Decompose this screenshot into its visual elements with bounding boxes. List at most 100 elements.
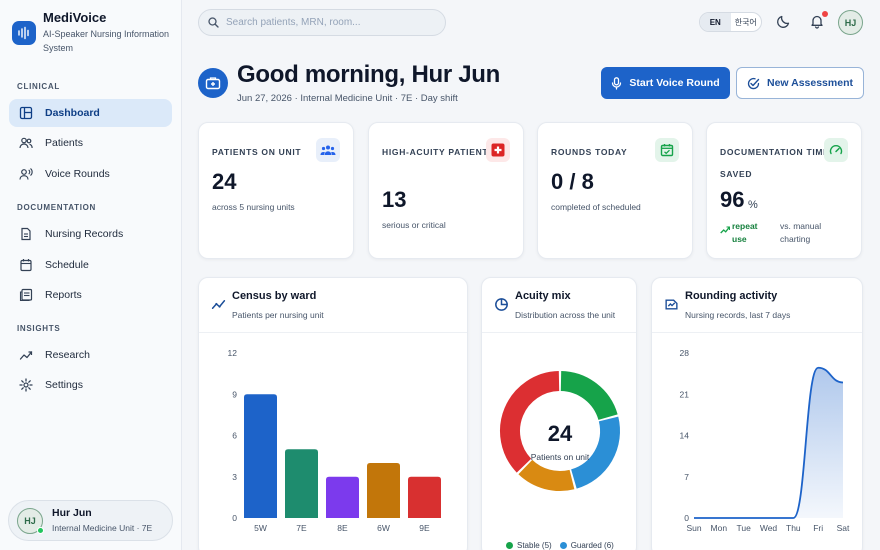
- stat-note: vs. manual charting: [780, 221, 822, 244]
- new-assessment-button[interactable]: New Assessment: [736, 67, 864, 99]
- donut-slice: [500, 371, 560, 473]
- donut-slice: [570, 416, 620, 489]
- panel-subtitle: Nursing records, last 7 days: [685, 310, 791, 320]
- y-tick-label: 0: [684, 513, 689, 523]
- y-tick-label: 14: [680, 431, 690, 441]
- stat-card-documentation-time: DOCUMENTATION TIME SAVED 96 % repeat use…: [706, 122, 862, 259]
- sidebar-item-label: Dashboard: [45, 107, 100, 119]
- search-input[interactable]: [226, 17, 426, 28]
- online-status-dot: [37, 526, 44, 534]
- x-tick-label: Thu: [786, 523, 801, 533]
- start-voice-round-label: Start Voice Round: [629, 77, 720, 89]
- patients-icon: [19, 137, 33, 149]
- panel-header: Rounding activity Nursing records, last …: [652, 278, 862, 333]
- sidebar: MediVoice AI-Speaker Nursing Information…: [0, 0, 182, 550]
- census-panel: Census by ward Patients per nursing unit…: [198, 277, 468, 550]
- x-tick-label: 6W: [377, 523, 390, 533]
- calendar-icon: [20, 259, 32, 272]
- avatar: HJ: [17, 507, 44, 534]
- sidebar-item-reports[interactable]: Reports: [9, 281, 172, 309]
- x-tick-label: Sun: [686, 523, 701, 533]
- donut-slice: [518, 459, 575, 491]
- search-bar[interactable]: [198, 9, 446, 36]
- rounding-panel: Rounding activity Nursing records, last …: [651, 277, 863, 550]
- bell-icon[interactable]: [809, 13, 825, 29]
- gear-icon: [19, 378, 33, 392]
- bar: [408, 476, 441, 518]
- y-tick-label: 6: [232, 431, 237, 441]
- panel-header: Census by ward Patients per nursing unit: [199, 278, 467, 333]
- x-tick-label: 5W: [254, 523, 267, 533]
- user-profile-card[interactable]: HJ Hur Jun Internal Medicine Unit · 7E: [8, 500, 173, 541]
- document-icon: [21, 227, 31, 241]
- y-tick-label: 7: [684, 472, 689, 482]
- language-ko[interactable]: 한국어: [734, 17, 757, 27]
- stat-unit: %: [748, 199, 758, 211]
- medical-cross-icon: [486, 138, 510, 162]
- trend-icon: [211, 300, 226, 309]
- sidebar-item-label: Research: [45, 349, 90, 361]
- moon-icon[interactable]: [776, 13, 792, 29]
- stat-card-high-acuity: HIGH-ACUITY PATIENTS 13 serious or criti…: [368, 122, 524, 259]
- section-title-clinical: CLINICAL: [17, 82, 60, 91]
- donut-center-label: Patients on unit: [530, 452, 590, 462]
- avatar-initials: HJ: [24, 515, 36, 526]
- stat-label: ROUNDS TODAY: [551, 147, 628, 157]
- stat-card-rounds-today: ROUNDS TODAY 0 / 8 completed of schedule…: [537, 122, 693, 259]
- x-tick-label: Wed: [760, 523, 778, 533]
- speedometer-icon: [824, 138, 848, 162]
- sidebar-item-nursing-records[interactable]: Nursing Records: [9, 220, 172, 248]
- sidebar-item-settings[interactable]: Settings: [9, 371, 172, 399]
- user-unit: Internal Medicine Unit · 7E: [52, 523, 153, 533]
- sidebar-item-patients[interactable]: Patients: [9, 129, 172, 157]
- stat-value: 96: [720, 187, 745, 212]
- search-icon: [208, 17, 219, 28]
- acuity-donut-chart: [500, 371, 620, 491]
- acuity-panel: Acuity mix Distribution across the unit …: [481, 277, 637, 550]
- y-tick-label: 21: [680, 389, 690, 399]
- app-name: MediVoice: [43, 10, 107, 25]
- stat-note: serious or critical: [382, 220, 446, 230]
- x-tick-label: 7E: [296, 523, 307, 533]
- microphone-icon: [612, 76, 622, 90]
- medical-bag-icon: [198, 68, 228, 98]
- sidebar-item-schedule[interactable]: Schedule: [9, 251, 172, 279]
- sidebar-item-label: Reports: [45, 289, 82, 301]
- bar: [244, 394, 277, 518]
- notification-dot: [822, 11, 828, 17]
- voice-rounds-icon: [19, 168, 33, 180]
- rounding-area-chart: 0 7 14 21 28 Sun Mon Tue Wed Thu Fri Sat: [680, 348, 850, 533]
- x-tick-label: Tue: [736, 523, 751, 533]
- start-voice-round-button[interactable]: Start Voice Round: [601, 67, 730, 99]
- panel-subtitle: Patients per nursing unit: [232, 310, 324, 320]
- language-en[interactable]: EN: [700, 13, 731, 31]
- sidebar-item-voice-rounds[interactable]: Voice Rounds: [9, 160, 172, 188]
- sidebar-item-research[interactable]: Research: [9, 341, 172, 369]
- legend-item: Guarded (6): [559, 541, 614, 550]
- section-title-documentation: DOCUMENTATION: [17, 203, 97, 212]
- activity-icon: [665, 299, 678, 310]
- checklist-icon: [747, 77, 760, 89]
- trend-up-icon: [720, 226, 730, 234]
- series-line: [693, 366, 844, 519]
- x-tick-label: Mon: [711, 523, 728, 533]
- user-name: Hur Jun: [52, 507, 92, 519]
- stat-note: across 5 nursing units: [212, 202, 295, 212]
- sidebar-item-label: Voice Rounds: [45, 168, 110, 180]
- new-assessment-label: New Assessment: [767, 77, 853, 89]
- sidebar-item-label: Patients: [45, 137, 83, 149]
- account-avatar[interactable]: HJ: [838, 10, 863, 35]
- legend-item: Stable (5): [506, 541, 552, 550]
- language-toggle[interactable]: EN 한국어: [699, 12, 762, 32]
- section-title-insights: INSIGHTS: [17, 324, 61, 333]
- dashboard-icon: [19, 106, 33, 120]
- stat-value: 13: [382, 187, 407, 212]
- panel-header: Acuity mix Distribution across the unit: [482, 278, 636, 333]
- stat-label: DOCUMENTATION TIME SAVED: [720, 147, 830, 179]
- donut-legend: Stable (5) Guarded (6): [506, 541, 622, 550]
- panel-title: Census by ward: [232, 290, 317, 302]
- sidebar-item-dashboard[interactable]: Dashboard: [9, 99, 172, 127]
- panel-title: Acuity mix: [515, 290, 571, 302]
- x-tick-label: 9E: [419, 523, 430, 533]
- y-tick-label: 0: [232, 513, 237, 523]
